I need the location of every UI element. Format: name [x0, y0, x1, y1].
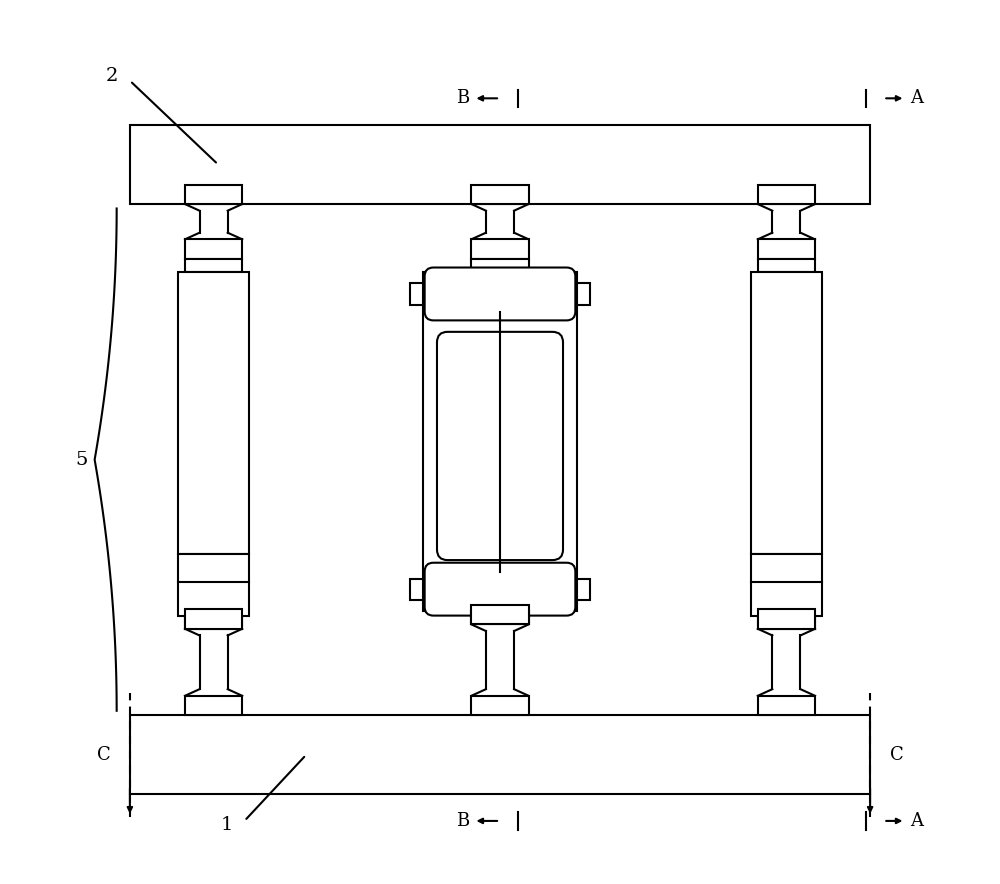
Bar — [577, 284, 590, 304]
Bar — [185, 615, 242, 629]
Text: C: C — [97, 746, 110, 764]
FancyBboxPatch shape — [425, 563, 575, 615]
Bar — [178, 272, 249, 554]
Text: A: A — [910, 812, 923, 830]
Bar — [471, 611, 529, 624]
Bar — [751, 554, 822, 615]
FancyBboxPatch shape — [437, 332, 563, 560]
Bar — [410, 284, 423, 304]
Text: 2: 2 — [106, 67, 118, 85]
Bar — [751, 272, 822, 554]
Bar — [130, 125, 870, 204]
Bar — [471, 185, 529, 204]
Text: 1: 1 — [221, 816, 233, 834]
Bar — [423, 272, 577, 611]
Bar — [185, 696, 242, 715]
Bar — [758, 185, 815, 204]
Bar — [758, 259, 815, 272]
Bar — [185, 259, 242, 272]
Bar — [758, 240, 815, 259]
Bar — [471, 259, 529, 272]
Text: 5: 5 — [75, 451, 88, 469]
Text: B: B — [456, 812, 469, 830]
Bar — [758, 696, 815, 715]
Bar — [185, 240, 242, 259]
Bar — [130, 715, 870, 795]
Bar — [758, 615, 815, 629]
Bar — [178, 554, 249, 615]
Bar — [758, 609, 815, 629]
Text: A: A — [910, 89, 923, 107]
Bar — [471, 696, 529, 715]
Bar — [410, 579, 423, 599]
Bar — [185, 185, 242, 204]
Bar — [471, 605, 529, 624]
Bar — [185, 609, 242, 629]
FancyBboxPatch shape — [425, 268, 575, 320]
Bar — [577, 579, 590, 599]
Text: C: C — [890, 746, 903, 764]
Text: B: B — [456, 89, 469, 107]
Bar — [471, 240, 529, 259]
